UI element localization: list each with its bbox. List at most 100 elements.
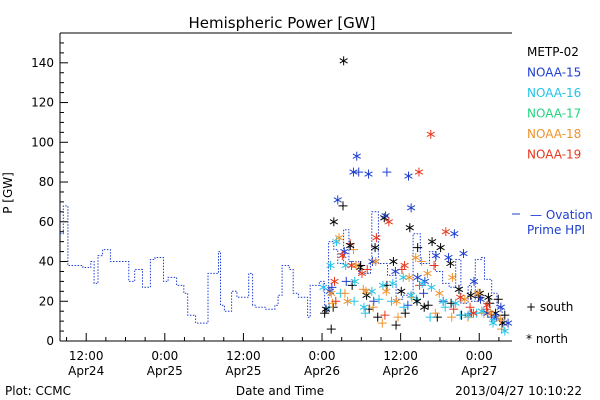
north-point-metp-02	[454, 284, 464, 294]
south-point-noaa-16	[440, 302, 450, 312]
north-point-noaa-18	[473, 288, 483, 298]
asterisk-stroke	[420, 304, 429, 310]
asterisk-stroke	[352, 153, 361, 159]
north-point-noaa-19	[469, 308, 478, 318]
north-point-noaa-19	[441, 227, 450, 237]
north-point-metp-02	[484, 292, 493, 302]
north-point-noaa-15	[333, 195, 342, 205]
north-point-noaa-16	[359, 302, 369, 312]
north-point-noaa-15	[496, 302, 506, 312]
asterisk-stroke	[460, 296, 469, 302]
south-point-noaa-19	[331, 296, 341, 306]
south-point-noaa-15	[341, 276, 351, 286]
north-point-metp-02	[475, 288, 485, 298]
x-tick-label-time: 12:00	[69, 349, 104, 363]
model-legend-line1: — Ovation	[530, 208, 593, 222]
north-point-noaa-18	[361, 286, 371, 296]
south-point-noaa-16	[360, 308, 370, 318]
north-point-noaa-19	[414, 167, 424, 177]
asterisk-stroke	[426, 131, 435, 138]
north-point-noaa-15	[404, 171, 413, 181]
south-point-noaa-15	[382, 167, 392, 177]
asterisk-stroke	[463, 312, 473, 318]
asterisk-stroke	[319, 284, 328, 291]
asterisk-stroke	[427, 238, 437, 245]
asterisk-stroke	[333, 197, 342, 203]
south-symbol-legend: + south	[526, 300, 573, 314]
north-point-noaa-16	[418, 278, 427, 288]
asterisk-stroke	[451, 300, 460, 306]
north-point-noaa-15	[444, 253, 453, 263]
south-point-noaa-18	[368, 302, 378, 312]
south-point-noaa-16	[374, 294, 384, 304]
asterisk-stroke	[389, 258, 398, 265]
asterisk-stroke	[362, 292, 371, 298]
asterisk-stroke	[397, 288, 406, 295]
south-point-noaa-15	[403, 300, 413, 310]
north-point-noaa-15	[503, 318, 513, 328]
south-point-metp-02	[391, 320, 401, 330]
north-point-metp-02	[362, 290, 371, 300]
north-point-noaa-18	[392, 296, 401, 306]
asterisk-stroke	[446, 260, 455, 267]
north-point-noaa-19	[426, 129, 435, 139]
south-point-noaa-18	[430, 308, 440, 318]
asterisk-stroke	[436, 244, 445, 251]
asterisk-stroke	[343, 298, 352, 304]
asterisk-stroke	[500, 328, 509, 334]
model-legend-line2: Prime HPI	[527, 223, 585, 237]
asterisk-stroke	[405, 274, 414, 281]
north-point-noaa-18	[334, 233, 344, 243]
north-point-noaa-16	[500, 326, 509, 336]
asterisk-stroke	[346, 242, 355, 249]
ovation-model-layer	[60, 205, 503, 326]
asterisk-stroke	[450, 231, 459, 237]
north-point-noaa-19	[357, 268, 367, 278]
asterisk-stroke	[488, 320, 498, 326]
north-point-noaa-16	[477, 306, 487, 316]
north-point-noaa-18	[371, 257, 380, 267]
north-point-noaa-18	[423, 268, 432, 278]
asterisk-stroke	[456, 294, 465, 300]
north-point-noaa-18	[496, 314, 505, 324]
south-point-metp-02	[338, 201, 348, 211]
north-point-noaa-18	[382, 286, 391, 296]
north-point-noaa-15	[406, 203, 416, 213]
north-point-noaa-19	[384, 217, 393, 227]
y-tick-label: 100	[31, 135, 54, 149]
asterisk-stroke	[411, 254, 420, 261]
ovation-model-line	[60, 205, 503, 326]
north-point-noaa-19	[372, 233, 381, 243]
north-point-noaa-19	[330, 276, 339, 286]
asterisk-stroke	[413, 274, 422, 281]
legend-item-noaa-15: NOAA-15	[527, 66, 581, 80]
north-point-noaa-18	[405, 272, 414, 282]
asterisk-stroke	[423, 270, 432, 277]
asterisk-stroke	[330, 278, 339, 285]
north-point-metp-02	[405, 223, 414, 233]
north-point-noaa-18	[460, 294, 469, 304]
asterisk-stroke	[325, 288, 335, 295]
asterisk-stroke	[359, 304, 369, 310]
north-point-noaa-15	[450, 229, 459, 239]
asterisk-stroke	[414, 169, 424, 175]
asterisk-stroke	[439, 298, 448, 304]
north-point-metp-02	[329, 217, 338, 227]
x-tick-label-date: Apr25	[225, 364, 261, 378]
south-point-metp-02	[364, 304, 374, 314]
north-point-noaa-15	[469, 276, 479, 286]
south-point-noaa-18	[393, 312, 403, 322]
south-point-noaa-16	[455, 310, 465, 320]
north-point-noaa-19	[400, 260, 409, 270]
legend: METP-02 NOAA-15 NOAA-16 NOAA-17 NOAA-18 NOAA-…	[527, 45, 581, 162]
north-point-metp-02	[427, 237, 437, 247]
asterisk-stroke	[476, 296, 485, 302]
asterisk-stroke	[339, 58, 348, 64]
south-point-noaa-16	[425, 312, 435, 322]
north-point-metp-02	[339, 56, 348, 66]
chart-title: Hemispheric Power [GW]	[189, 14, 376, 32]
south-point-noaa-15	[369, 296, 379, 306]
south-point-noaa-15	[419, 288, 429, 298]
